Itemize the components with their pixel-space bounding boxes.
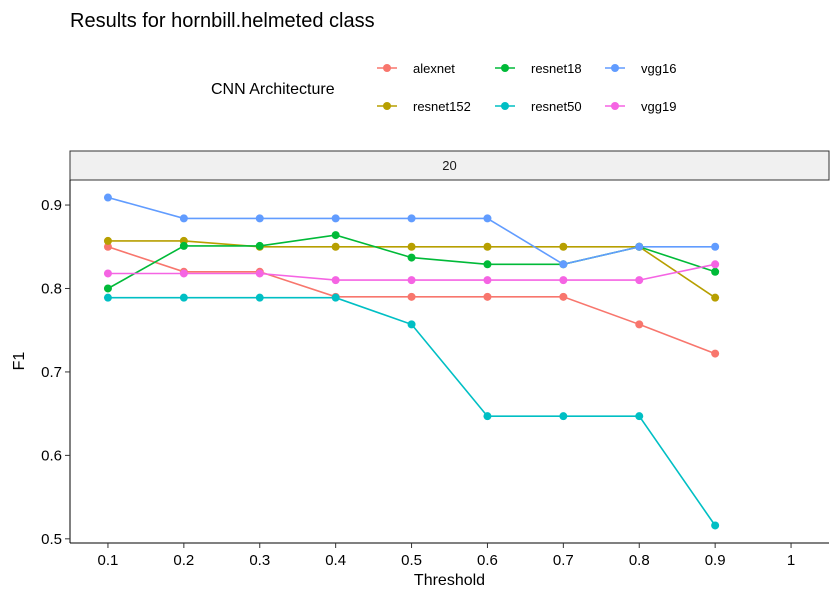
y-tick-label: 0.9: [41, 197, 62, 214]
x-tick-label: 1: [787, 552, 795, 569]
x-tick-label: 0.2: [173, 552, 194, 569]
legend: CNN Architecture alexnet resnet152 resnet1…: [211, 61, 676, 114]
legend-items: alexnet resnet152 resnet18 resnet50 vgg16 vgg…: [377, 61, 676, 114]
y-tick-label: 0.5: [41, 531, 62, 548]
data-point-alexnet: [559, 292, 568, 301]
data-point-resnet18: [711, 267, 720, 276]
legend-title: CNN Architecture: [211, 81, 335, 98]
x-tick-label: 0.5: [401, 552, 422, 569]
series-layer: [103, 193, 720, 530]
data-point-vgg16: [331, 214, 340, 223]
facet-strip-background: [69, 150, 830, 181]
legend-label-resnet152: resnet152: [413, 99, 471, 114]
x-axis-title: Threshold: [414, 572, 485, 589]
data-point-vgg16: [103, 193, 112, 202]
data-point-resnet50: [635, 412, 644, 421]
y-tick-label: 0.8: [41, 280, 62, 297]
data-point-resnet18: [255, 241, 264, 250]
facet-strip-label: 20: [442, 158, 456, 173]
data-point-vgg19: [559, 276, 568, 285]
data-point-resnet50: [103, 293, 112, 302]
legend-key-point-resnet152: [383, 102, 391, 110]
data-point-vgg16: [179, 214, 188, 223]
x-tick-label: 0.1: [98, 552, 119, 569]
y-axis-title: F1: [11, 352, 28, 371]
x-tick-label: 0.4: [325, 552, 346, 569]
legend-label-alexnet: alexnet: [413, 61, 455, 76]
x-tick-label: 0.9: [705, 552, 726, 569]
data-point-resnet50: [407, 320, 416, 329]
data-point-resnet50: [711, 521, 720, 530]
x-ticks: 0.1 0.2 0.3 0.4 0.5 0.6 0.7 0.8 0.9 1: [98, 543, 795, 569]
data-point-alexnet: [711, 349, 720, 358]
data-point-vgg19: [103, 269, 112, 278]
data-point-vgg16: [635, 242, 644, 251]
data-point-resnet152: [711, 293, 720, 302]
data-point-resnet152: [407, 242, 416, 251]
data-point-alexnet: [407, 292, 416, 301]
x-tick-label: 0.3: [249, 552, 270, 569]
data-point-alexnet: [103, 242, 112, 251]
data-point-resnet152: [331, 242, 340, 251]
data-point-resnet152: [483, 242, 492, 251]
data-point-resnet18: [179, 241, 188, 250]
data-point-resnet18: [103, 284, 112, 293]
data-point-resnet152: [559, 242, 568, 251]
data-point-resnet50: [483, 412, 492, 421]
data-point-resnet50: [331, 293, 340, 302]
y-ticks: 0.5 0.6 0.7 0.8 0.9: [41, 197, 70, 548]
legend-key-point-vgg16: [611, 64, 619, 72]
data-point-resnet18: [483, 260, 492, 269]
data-point-vgg19: [635, 276, 644, 285]
x-tick-label: 0.7: [553, 552, 574, 569]
legend-label-resnet18: resnet18: [531, 61, 582, 76]
chart-title: Results for hornbill.helmeted class: [70, 10, 375, 32]
legend-key-point-resnet18: [501, 64, 509, 72]
data-point-vgg19: [711, 260, 720, 269]
data-point-alexnet: [483, 292, 492, 301]
y-tick-label: 0.6: [41, 447, 62, 464]
legend-key-point-resnet50: [501, 102, 509, 110]
series-line-resnet50: [108, 296, 716, 526]
x-tick-label: 0.8: [629, 552, 650, 569]
data-point-alexnet: [635, 320, 644, 329]
data-point-resnet50: [255, 293, 264, 302]
data-point-vgg16: [483, 214, 492, 223]
data-point-vgg16: [559, 260, 568, 269]
y-tick-label: 0.7: [41, 364, 62, 381]
data-point-resnet18: [407, 253, 416, 262]
legend-key-point-alexnet: [383, 64, 391, 72]
data-point-vgg16: [407, 214, 416, 223]
legend-label-vgg16: vgg16: [641, 61, 676, 76]
data-point-resnet50: [179, 293, 188, 302]
plot-area: 0.5 0.6 0.7 0.8 0.9 0.1 0.2 0.3 0.4 0.5 0.6 0.7 0.8…: [41, 180, 829, 569]
x-tick-label: 0.6: [477, 552, 498, 569]
data-point-vgg19: [483, 276, 492, 285]
data-point-vgg19: [179, 269, 188, 278]
data-point-vgg19: [331, 276, 340, 285]
data-point-vgg19: [255, 269, 264, 278]
data-point-resnet50: [559, 412, 568, 421]
legend-key-point-vgg19: [611, 102, 619, 110]
data-point-vgg19: [407, 276, 416, 285]
data-point-vgg16: [711, 242, 720, 251]
facet-strip: 20: [69, 150, 830, 181]
legend-label-vgg19: vgg19: [641, 99, 676, 114]
data-point-resnet18: [331, 231, 340, 240]
legend-label-resnet50: resnet50: [531, 99, 582, 114]
data-point-resnet152: [103, 236, 112, 245]
data-point-vgg16: [255, 214, 264, 223]
